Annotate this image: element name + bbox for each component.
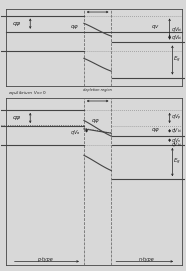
Text: $qV_{bi}$: $qV_{bi}$ bbox=[171, 33, 182, 41]
Text: $E_g$: $E_g$ bbox=[173, 55, 181, 65]
Text: $qV_a$: $qV_a$ bbox=[70, 128, 80, 137]
Text: $q\varphi$: $q\varphi$ bbox=[70, 23, 79, 31]
Text: n-type: n-type bbox=[139, 257, 154, 262]
Text: $q\varphi$: $q\varphi$ bbox=[12, 20, 22, 28]
Text: $E_g$: $E_g$ bbox=[173, 157, 181, 167]
Text: $qV_n$: $qV_n$ bbox=[171, 136, 181, 145]
Text: depletion region: depletion region bbox=[83, 88, 112, 92]
Text: $qV_{bi}$: $qV_{bi}$ bbox=[171, 24, 182, 34]
Text: $q\varphi$: $q\varphi$ bbox=[151, 127, 160, 134]
Text: $qV_p$: $qV_p$ bbox=[171, 113, 181, 123]
Text: $qv$: $qv$ bbox=[151, 22, 160, 31]
Text: p-type: p-type bbox=[37, 257, 53, 262]
Text: $qV_{bi}$: $qV_{bi}$ bbox=[171, 126, 182, 135]
Text: equilibrium  $V_a\!>\!0$: equilibrium $V_a\!>\!0$ bbox=[8, 89, 47, 97]
Text: $q\varphi$: $q\varphi$ bbox=[91, 117, 100, 125]
Text: $qV_{bi}$: $qV_{bi}$ bbox=[171, 140, 182, 149]
Text: $q\varphi$: $q\varphi$ bbox=[12, 114, 22, 122]
